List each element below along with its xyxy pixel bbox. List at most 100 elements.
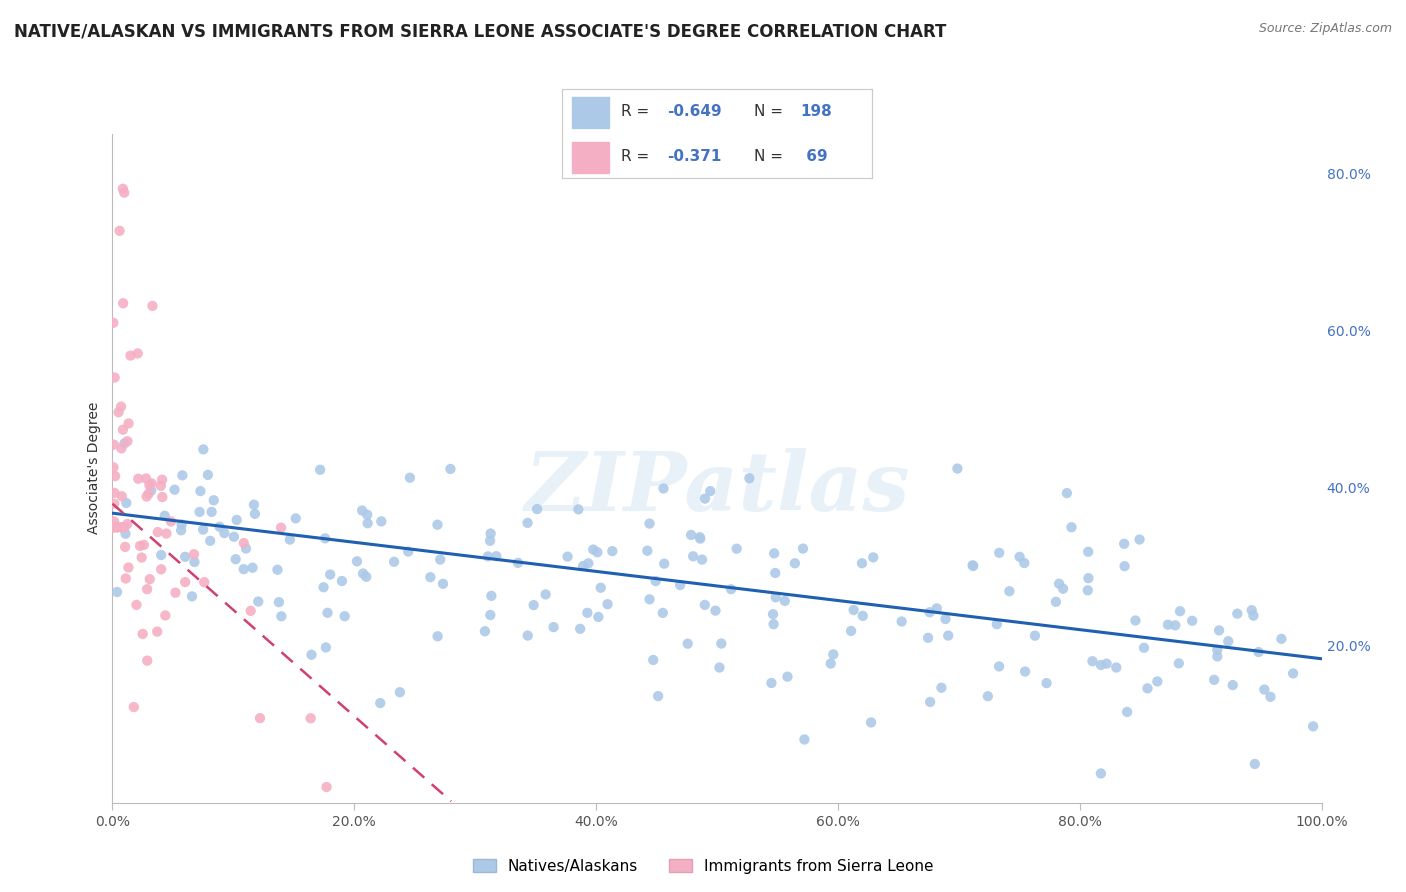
Point	[1008, 549, 1031, 564]
Point	[131, 550, 153, 565]
Point	[506, 556, 529, 570]
Text: Source: ZipAtlas.com: Source: ZipAtlas.com	[1258, 22, 1392, 36]
Point	[225, 552, 247, 566]
Point	[125, 598, 148, 612]
Point	[114, 526, 136, 541]
Point	[396, 544, 419, 558]
Point	[1146, 674, 1168, 689]
Point	[108, 224, 131, 238]
Point	[101, 520, 124, 534]
Point	[150, 562, 173, 576]
Point	[586, 545, 609, 559]
Point	[243, 507, 266, 521]
Point	[352, 566, 374, 581]
Point	[477, 549, 499, 564]
Point	[1014, 665, 1036, 679]
Point	[315, 640, 337, 655]
Point	[368, 696, 391, 710]
Point	[112, 186, 135, 200]
Point	[962, 558, 984, 573]
Point	[356, 508, 378, 522]
Point	[725, 541, 748, 556]
FancyBboxPatch shape	[572, 97, 609, 128]
Point	[647, 689, 669, 703]
Point	[1047, 576, 1070, 591]
Point	[1206, 649, 1229, 664]
Point	[163, 483, 186, 497]
Point	[239, 604, 262, 618]
Point	[439, 462, 461, 476]
Point	[1253, 682, 1275, 697]
Point	[1282, 666, 1305, 681]
Point	[131, 627, 153, 641]
Point	[170, 524, 193, 538]
Point	[149, 479, 172, 493]
Point	[988, 659, 1011, 673]
Point	[382, 555, 405, 569]
Text: R =: R =	[621, 149, 650, 164]
Point	[638, 516, 661, 531]
Point	[479, 589, 502, 603]
Point	[333, 609, 356, 624]
Point	[117, 434, 139, 449]
Point	[652, 482, 675, 496]
Point	[114, 436, 136, 450]
Point	[135, 490, 157, 504]
Point	[399, 471, 422, 485]
Point	[1045, 595, 1067, 609]
Point	[315, 780, 337, 794]
Point	[588, 610, 610, 624]
Point	[689, 532, 711, 546]
Point	[690, 552, 713, 566]
Point	[278, 533, 301, 547]
Point	[576, 557, 599, 571]
Point	[141, 476, 163, 491]
Point	[201, 505, 224, 519]
Point	[1181, 614, 1204, 628]
Point	[141, 299, 163, 313]
Point	[602, 544, 624, 558]
Point	[1012, 556, 1035, 570]
Point	[543, 620, 565, 634]
Point	[1222, 678, 1244, 692]
Point	[823, 648, 845, 662]
Point	[1052, 582, 1074, 596]
FancyBboxPatch shape	[572, 142, 609, 173]
Point	[636, 543, 658, 558]
Point	[146, 624, 169, 639]
Point	[681, 528, 703, 542]
Point	[1218, 634, 1240, 648]
Point	[103, 437, 125, 451]
Point	[693, 598, 716, 612]
Point	[181, 590, 204, 604]
Point	[309, 463, 332, 477]
Point	[516, 629, 538, 643]
Point	[652, 557, 675, 571]
Point	[582, 542, 605, 557]
Point	[426, 629, 449, 643]
Point	[534, 587, 557, 601]
Point	[174, 575, 197, 590]
Point	[1206, 642, 1229, 657]
Point	[419, 570, 441, 584]
Point	[1243, 608, 1265, 623]
Point	[214, 526, 236, 541]
Point	[127, 472, 149, 486]
Point	[761, 676, 783, 690]
Point	[104, 520, 127, 534]
Point	[651, 606, 673, 620]
Point	[860, 715, 883, 730]
Point	[1077, 545, 1099, 559]
Point	[352, 503, 374, 517]
Point	[1090, 657, 1112, 672]
Point	[1226, 607, 1249, 621]
Point	[138, 486, 160, 500]
Point	[193, 575, 215, 590]
Point	[165, 585, 187, 599]
Point	[247, 594, 270, 608]
Point	[129, 539, 152, 553]
Point	[270, 609, 292, 624]
Point	[105, 520, 128, 534]
Point	[699, 484, 721, 499]
Point	[763, 566, 786, 580]
